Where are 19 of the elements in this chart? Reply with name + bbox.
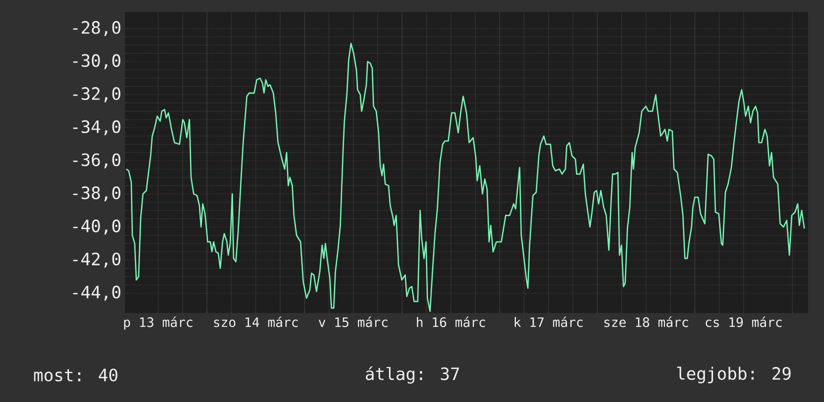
y-tick-label: -34,0 (73, 120, 120, 136)
y-tick-label: -28,0 (73, 21, 120, 36)
x-tick-label: cs 19 márc (706, 316, 782, 328)
y-tick-label: -44,0 (73, 286, 120, 301)
x-tick-label: p 13 márc (124, 316, 192, 330)
y-tick-label: -40,0 (73, 219, 120, 234)
text: átlag: 37 (366, 366, 459, 384)
x-tick-label: szo 14 márc (214, 316, 298, 328)
y-tick-label: -32,0 (73, 87, 120, 102)
x-tick-label: k 17 márc (514, 316, 583, 328)
y-tick-label: -30,0 (73, 54, 120, 70)
x-tick-label: sze 18 márc (604, 316, 688, 328)
text: most: 40 (34, 368, 118, 382)
y-tick-label: -42,0 (73, 252, 120, 268)
x-tick-label: v 15 márc (318, 316, 388, 328)
y-tick-label: -36,0 (73, 153, 120, 168)
x-tick-label: h 16 márc (416, 316, 486, 328)
y-tick-label: -38,0 (73, 186, 120, 202)
text: legjobb: 29 (677, 366, 791, 384)
